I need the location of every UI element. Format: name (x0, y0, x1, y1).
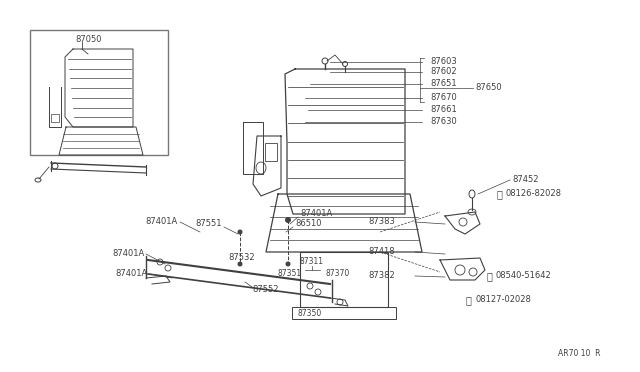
Text: 87670: 87670 (430, 93, 457, 103)
Text: 87382: 87382 (368, 272, 395, 280)
Text: 87383: 87383 (368, 218, 395, 227)
Text: 87050: 87050 (75, 35, 102, 44)
Text: 87311: 87311 (300, 257, 324, 266)
Text: Ⓑ: Ⓑ (466, 295, 472, 305)
Text: 86510: 86510 (295, 219, 321, 228)
Text: AR70 10  R: AR70 10 R (557, 350, 600, 359)
Text: 87401A: 87401A (116, 269, 148, 279)
Ellipse shape (286, 262, 290, 266)
Ellipse shape (285, 218, 291, 222)
Text: 87452: 87452 (512, 176, 538, 185)
Text: 87351: 87351 (278, 269, 302, 279)
Text: 87401A: 87401A (113, 250, 145, 259)
Text: 87630: 87630 (430, 118, 457, 126)
Text: 87350: 87350 (298, 310, 323, 318)
Bar (265, 143, 277, 161)
Text: 87651: 87651 (430, 80, 456, 89)
Text: 87661: 87661 (430, 106, 457, 115)
Text: 87401A: 87401A (300, 209, 332, 218)
Bar (51, 114, 59, 122)
Text: 87551: 87551 (195, 219, 222, 228)
Text: 87603: 87603 (430, 58, 457, 67)
Text: 87602: 87602 (430, 67, 456, 77)
Text: 08127-02028: 08127-02028 (475, 295, 531, 305)
Bar (30, 30, 168, 155)
Bar (292, 307, 396, 319)
Text: Ⓢ: Ⓢ (487, 271, 493, 281)
Ellipse shape (238, 262, 242, 266)
Text: 87532: 87532 (228, 253, 255, 262)
Bar (300, 252, 388, 307)
Ellipse shape (238, 230, 242, 234)
Text: 08540-51642: 08540-51642 (496, 272, 552, 280)
Text: 87401A: 87401A (146, 218, 178, 227)
Text: Ⓑ: Ⓑ (497, 189, 503, 199)
Text: 87418: 87418 (369, 247, 395, 257)
Text: 87370: 87370 (325, 269, 349, 279)
Text: 08126-82028: 08126-82028 (506, 189, 562, 199)
Text: 87650: 87650 (475, 83, 502, 93)
Text: 87552: 87552 (252, 285, 278, 295)
